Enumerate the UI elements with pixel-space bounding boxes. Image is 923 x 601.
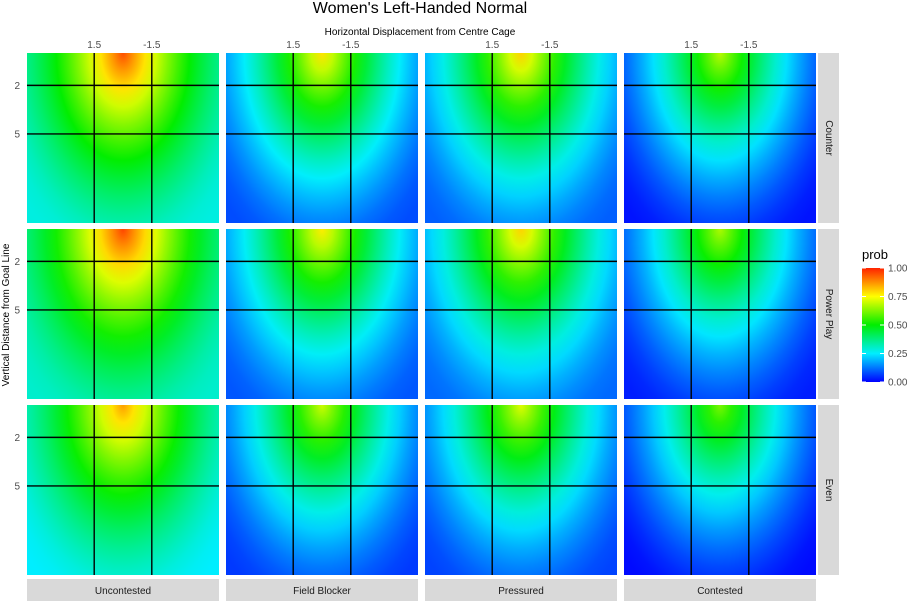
col-strip-1 xyxy=(226,579,418,601)
x-tick-label-2-1: -1.5 xyxy=(541,40,559,51)
legend-label-4: 0.00 xyxy=(888,378,908,389)
y-axis-title: Vertical Distance from Goal Line xyxy=(1,243,12,386)
y-tick-label-2-0: 2 xyxy=(14,433,20,444)
x-axis-title: Horizontal Displacement from Centre Cage xyxy=(325,27,516,38)
heatmap-panel-0-2 xyxy=(425,53,617,223)
col-strip-0 xyxy=(27,579,219,601)
row-strip-label-0: Counter xyxy=(823,120,834,156)
heatmap-panel-2-0 xyxy=(27,405,219,575)
legend-label-1: 0.75 xyxy=(888,292,908,303)
legend-label-2: 0.50 xyxy=(888,321,908,332)
heatmap-panel-1-0 xyxy=(27,229,219,399)
row-strip-2 xyxy=(818,405,839,575)
heatmap-panel-2-2 xyxy=(425,405,617,575)
x-tick-label-1-1: -1.5 xyxy=(342,40,360,51)
y-tick-label-1-0: 2 xyxy=(14,257,20,268)
heatmap-panel-2-3 xyxy=(624,405,816,575)
col-strip-label-2: Pressured xyxy=(498,586,544,597)
x-tick-label-2-0: 1.5 xyxy=(485,40,499,51)
heatmap-panel-2-1 xyxy=(226,405,418,575)
legend-title: prob xyxy=(862,247,888,262)
row-strip-1 xyxy=(818,229,839,399)
legend-label-0: 1.00 xyxy=(888,264,908,275)
heatmap-panel-1-2 xyxy=(425,229,617,399)
row-strip-label-2: Even xyxy=(823,479,834,502)
heatmap-panel-1-1 xyxy=(226,229,418,399)
legend-label-3: 0.25 xyxy=(888,349,908,360)
y-tick-label-0-0: 2 xyxy=(14,81,20,92)
row-strip-label-1: Power Play xyxy=(823,289,834,340)
heatmap-panel-0-3 xyxy=(624,53,816,223)
col-strip-2 xyxy=(425,579,617,601)
x-tick-label-0-1: -1.5 xyxy=(143,40,161,51)
x-tick-label-0-0: 1.5 xyxy=(87,40,101,51)
col-strip-label-1: Field Blocker xyxy=(293,586,351,597)
col-strip-3 xyxy=(624,579,816,601)
heatmap-panel-0-1 xyxy=(226,53,418,223)
x-tick-label-3-1: -1.5 xyxy=(740,40,758,51)
heatmap-panel-0-0 xyxy=(27,53,219,223)
col-strip-label-0: Uncontested xyxy=(95,586,151,597)
y-tick-label-1-1: 5 xyxy=(14,305,20,316)
x-tick-label-3-0: 1.5 xyxy=(684,40,698,51)
row-strip-0 xyxy=(818,53,839,223)
chart-title: Women's Left-Handed Normal xyxy=(313,0,527,17)
legend-colorbar xyxy=(862,268,884,382)
y-tick-label-2-1: 5 xyxy=(14,481,20,492)
y-tick-label-0-1: 5 xyxy=(14,129,20,140)
heatmap-panel-1-3 xyxy=(624,229,816,399)
x-tick-label-1-0: 1.5 xyxy=(286,40,300,51)
col-strip-label-3: Contested xyxy=(697,586,743,597)
